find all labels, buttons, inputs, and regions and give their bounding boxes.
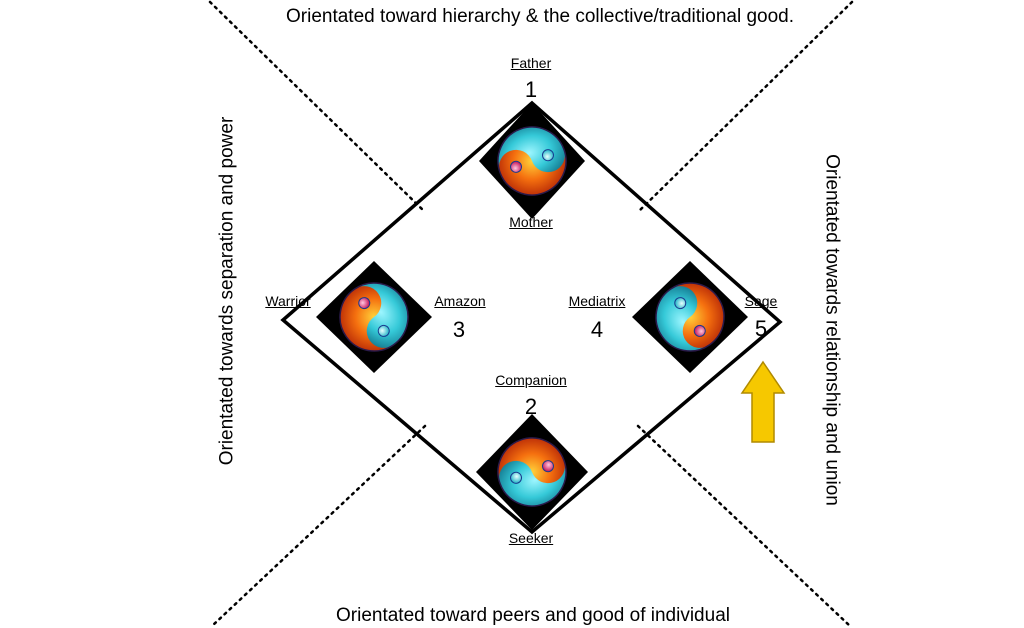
orientation-right: Orientated towards relationship and unio… — [821, 154, 843, 506]
number-5: 5 — [754, 316, 768, 341]
label-mother: Mother — [509, 214, 553, 230]
main-diamond — [280, 100, 783, 535]
number-2: 2 — [524, 394, 538, 419]
node-father-mother — [479, 103, 585, 219]
dotted-guides — [208, 0, 854, 628]
number-4: 4 — [590, 317, 604, 342]
label-mediatrix: Mediatrix — [568, 293, 626, 309]
label-companion: Companion — [495, 372, 567, 388]
up-arrow-icon — [740, 360, 786, 443]
node-warrior-amazon — [316, 261, 432, 373]
node-mediatrix-sage — [632, 261, 748, 373]
label-father: Father — [510, 55, 552, 71]
orientation-bottom: Orientated toward peers and good of indi… — [336, 605, 730, 626]
label-sage: Sage — [744, 293, 778, 309]
number-1: 1 — [524, 77, 538, 102]
label-seeker: Seeker — [508, 530, 554, 546]
label-amazon: Amazon — [434, 293, 486, 309]
number-3: 3 — [452, 317, 466, 342]
orientation-top: Orientated toward hierarchy & the collec… — [286, 6, 794, 27]
node-companion-seeker — [476, 414, 588, 530]
label-warrior: Warrior — [265, 293, 311, 309]
orientation-left: Orientated towards separation and power — [216, 116, 238, 466]
